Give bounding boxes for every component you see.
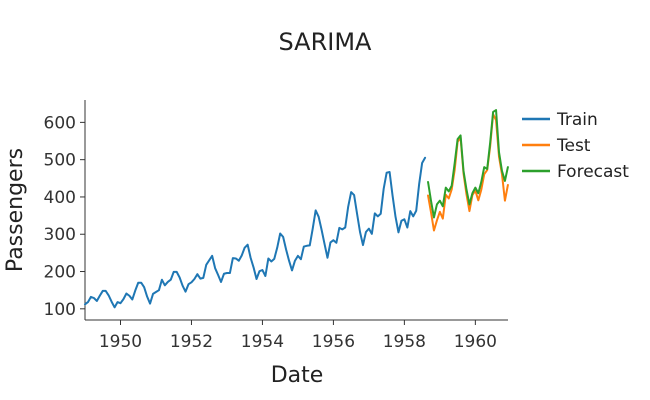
series-line-forecast [427,109,509,219]
x-tick-label: 1958 [383,332,426,352]
y-tick-label: 400 [44,188,76,208]
legend: Train Test Forecast [522,110,629,182]
y-tick-label: 600 [44,113,76,133]
y-tick-label: 200 [44,263,76,283]
x-tick-label: 1960 [454,332,497,352]
y-axis-label: Passengers [3,148,28,272]
x-axis-label: Date [271,363,324,388]
series-line-test [427,113,509,232]
legend-label-test: Test [556,136,591,156]
x-tick-label: 1954 [241,332,284,352]
x-tick-label: 1950 [99,332,142,352]
legend-label-forecast: Forecast [557,162,629,182]
series-line-train [84,156,427,309]
x-tick-label: 1956 [312,332,355,352]
y-tick-label: 100 [44,300,76,320]
y-tick-label: 300 [44,225,76,245]
x-tick-label: 1952 [170,332,213,352]
chart-title: SARIMA [279,28,373,56]
y-tick-label: 500 [44,151,76,171]
series-layer [84,109,509,309]
legend-label-train: Train [556,110,598,130]
axes: 100 200 300 400 500 600 1950 1952 1954 1956 1958 19… [44,100,508,352]
